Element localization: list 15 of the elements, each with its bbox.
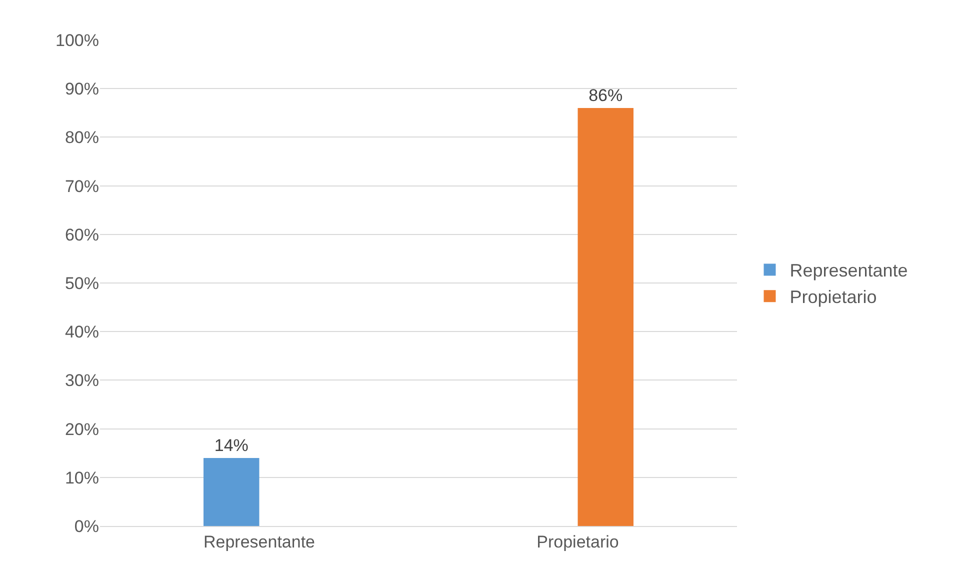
data-label: 14%: [214, 436, 248, 455]
y-tick-label: 60%: [64, 225, 99, 244]
y-tick-label: 100%: [56, 30, 99, 50]
y-tick-label: 30%: [64, 371, 99, 390]
y-tick-label: 70%: [64, 176, 99, 196]
y-tick-label: 10%: [64, 468, 99, 488]
legend-label: Representante: [790, 260, 908, 281]
y-tick-label: 20%: [64, 420, 99, 439]
y-tick-label: 90%: [64, 80, 99, 99]
y-tick-label: 80%: [64, 128, 99, 148]
legend-label: Propietario: [790, 287, 877, 308]
y-tick-label: 40%: [64, 322, 99, 342]
y-tick-label: 0%: [74, 516, 99, 536]
y-tick-label: 50%: [64, 274, 99, 293]
data-label: 86%: [588, 86, 623, 106]
